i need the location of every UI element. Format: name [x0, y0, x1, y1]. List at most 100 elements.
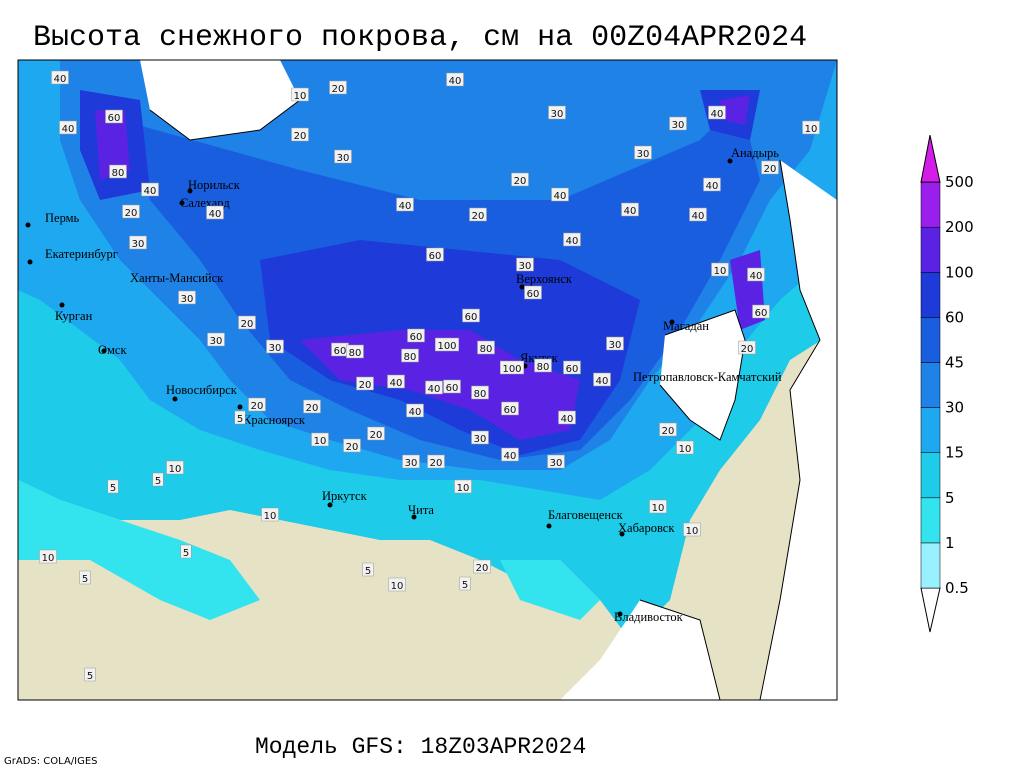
contour-label: 60: [108, 113, 121, 124]
contour-label: 20: [514, 176, 527, 187]
contour-label: 20: [332, 84, 345, 95]
city-dot: [187, 188, 193, 194]
contour-label: 20: [476, 563, 489, 574]
contour-label: 20: [125, 208, 138, 219]
contour-label: 20: [251, 401, 264, 412]
contour-label: 60: [410, 332, 423, 343]
colorbar-segment: [920, 317, 941, 363]
contour-label-box: [454, 479, 472, 494]
contour-label: 10: [391, 581, 404, 592]
contour-label: 5: [82, 574, 88, 585]
contour-label: 40: [54, 74, 67, 85]
colorbar-label: 200: [945, 218, 974, 236]
city-label: Владивосток: [614, 610, 684, 624]
city-label: Екатеринбург: [45, 247, 118, 261]
contour-label: 5: [155, 476, 161, 487]
contour-label-box: [248, 397, 266, 412]
contour-label: 40: [624, 206, 637, 217]
colorbar-segment: [920, 181, 941, 228]
contour-label-box: [206, 205, 224, 220]
contour-label: 5: [462, 580, 468, 591]
colorbar-label: 500: [945, 173, 974, 191]
contour-label-box: [129, 235, 147, 250]
sea: [560, 600, 720, 700]
city-label: Курган: [55, 309, 93, 323]
contour-label: 30: [337, 153, 350, 164]
contour-label-box: [396, 197, 414, 212]
contour-label: 30: [405, 458, 418, 469]
contour-label-box: [747, 267, 765, 282]
contour-label-box: [291, 87, 309, 102]
contour-label-box: [621, 202, 639, 217]
contour-label-box: [683, 522, 701, 537]
contour-label-box: [802, 120, 820, 135]
contour-label: 40: [750, 271, 763, 282]
contour-label: 20: [472, 211, 485, 222]
contour-label-box: [689, 207, 707, 222]
city-label: Благовещенск: [548, 508, 624, 522]
city-label: Магадан: [663, 319, 709, 333]
city-label: Омск: [98, 343, 127, 357]
contour-label: 20: [346, 442, 359, 453]
map-frame: [17, 59, 838, 701]
colorbar-label: 15: [945, 444, 964, 462]
contour-label-box: [367, 426, 385, 441]
map: Пермь Екатеринбург Курган Омск Ханты-Мансийс…: [17, 59, 838, 701]
contour-label: 20: [306, 403, 319, 414]
contour-label: 20: [662, 426, 675, 437]
contour-label-box: [446, 72, 464, 87]
contour-label-box: [593, 372, 611, 387]
city-dot: [546, 523, 552, 529]
contour-label-box: [334, 149, 352, 164]
contour-label: 80: [404, 352, 417, 363]
city-dot: [411, 514, 417, 520]
contour-label: 10: [314, 436, 327, 447]
city-label: Пермь: [45, 211, 80, 225]
city-label: Верхоянск: [516, 272, 573, 286]
contour-label-box: [343, 438, 361, 453]
contour-label-box: [659, 422, 677, 437]
contour-label-box: [501, 447, 519, 462]
contour-label-box: [516, 257, 534, 272]
contour-label: 40: [711, 109, 724, 120]
coastline: [149, 99, 821, 700]
contour-label-box: [563, 232, 581, 247]
contour-label-box: [303, 399, 321, 414]
contour-label: 30: [210, 336, 223, 347]
colorbar-segment: [920, 362, 941, 408]
contour-label-box: [425, 380, 443, 395]
contour-label-box: [548, 105, 566, 120]
city-dot: [327, 502, 333, 508]
contour-label-box: [469, 207, 487, 222]
contour-label: 10: [457, 483, 470, 494]
contour-label: 60: [446, 383, 459, 394]
contour-label-box: [39, 549, 57, 564]
contour-label: 60: [429, 251, 442, 262]
contour-label-box: [166, 460, 184, 475]
contour-label: 20: [241, 319, 254, 330]
colorbar-label: 45: [945, 354, 964, 372]
sea: [140, 60, 300, 140]
contour-label-box: [180, 544, 192, 559]
contour-label-box: [669, 116, 687, 131]
contour-label: 20: [370, 430, 383, 441]
city-label: Иркутск: [322, 489, 368, 503]
contour-label: 10: [679, 444, 692, 455]
city-dot: [237, 404, 243, 410]
contour-label: 40: [428, 384, 441, 395]
contour-label-box: [435, 337, 459, 352]
contour-label-box: [708, 105, 726, 120]
colorbar-label: 0.5: [945, 579, 969, 597]
contour-label: 30: [550, 458, 563, 469]
contour-label-box: [547, 454, 565, 469]
contour-label-box: [558, 410, 576, 425]
contour-label-box: [401, 348, 419, 363]
contour-label-box: [152, 472, 164, 487]
contour-label-box: [524, 285, 542, 300]
contour-label: 30: [132, 239, 145, 250]
contour-label-box: [634, 145, 652, 160]
credit: GrADS: COLA/IGES: [4, 756, 98, 767]
contour-label-box: [122, 204, 140, 219]
